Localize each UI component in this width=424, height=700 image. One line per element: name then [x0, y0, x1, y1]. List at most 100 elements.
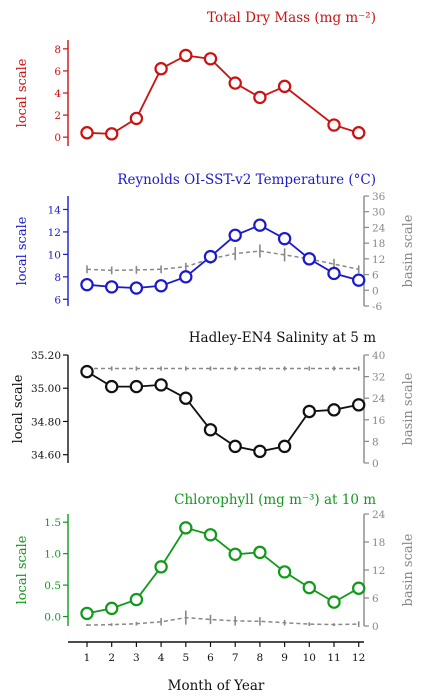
right-tick-label: 12 — [372, 565, 385, 577]
data-point — [154, 279, 168, 293]
data-point — [179, 391, 193, 405]
data-point — [129, 379, 144, 394]
left-tick-label: 35.20 — [31, 350, 61, 362]
data-point — [327, 266, 341, 281]
right-tick-label: 36 — [372, 191, 386, 203]
data-point — [179, 521, 193, 535]
x-tick-label: 4 — [158, 652, 165, 664]
x-axis-label: Month of Year — [168, 678, 265, 694]
x-tick-label: 9 — [281, 652, 288, 664]
data-point — [352, 273, 366, 287]
x-tick-label: 8 — [257, 652, 264, 664]
series-line — [86, 370, 359, 453]
x-tick-label: 6 — [207, 652, 214, 664]
x-tick-label: 5 — [182, 652, 189, 664]
data-point — [253, 545, 267, 560]
x-tick-label: 10 — [303, 652, 316, 664]
data-point — [302, 404, 316, 419]
left-tick-label: 34.80 — [31, 416, 61, 428]
right-tick-label: 24 — [372, 222, 386, 234]
data-point — [352, 398, 366, 412]
data-point — [228, 76, 242, 90]
x-tick-label: 3 — [133, 652, 140, 664]
data-point — [203, 249, 218, 264]
right-tick-label: 8 — [372, 436, 379, 448]
data-point — [352, 581, 366, 595]
left-tick-label: 1.5 — [44, 517, 61, 529]
data-point — [327, 595, 341, 609]
data-point — [327, 403, 341, 417]
data-point — [302, 252, 316, 266]
left-tick-label: 10 — [48, 249, 61, 261]
panel-2: Reynolds OI-SST-v2 Temperature (°C) 6 8 10 1… — [15, 172, 416, 313]
left-tick-label: 0.5 — [44, 580, 61, 592]
right-tick-label: 40 — [372, 350, 385, 362]
left-tick-label: 8 — [54, 272, 61, 284]
right-tick-label: 6 — [372, 593, 379, 605]
left-axis-label: local scale — [15, 535, 30, 604]
left-tick-label: 35.00 — [31, 383, 61, 395]
left-axis-label: local scale — [11, 374, 26, 443]
data-point — [327, 118, 341, 132]
data-point — [203, 423, 218, 437]
right-tick-label: 32 — [372, 372, 385, 384]
data-point — [129, 281, 144, 295]
basin-series-line — [86, 250, 359, 272]
left-tick-label: 8 — [54, 44, 61, 56]
right-axis-label: basin scale — [401, 372, 416, 445]
basin-series-line — [86, 616, 359, 626]
right-tick-label: 0 — [372, 285, 379, 297]
data-point — [253, 444, 267, 459]
right-axis-label: basin scale — [401, 214, 416, 287]
left-tick-label: 0 — [54, 132, 61, 144]
x-tick-label: 11 — [327, 652, 340, 664]
data-point — [104, 127, 119, 141]
data-point — [277, 79, 292, 94]
left-tick-label: 12 — [48, 227, 61, 239]
right-tick-label: 6 — [372, 270, 379, 282]
left-tick-label: 1.0 — [44, 549, 61, 561]
data-point — [154, 560, 168, 574]
data-point — [80, 606, 94, 621]
data-point — [352, 126, 366, 140]
data-point — [80, 277, 94, 292]
series-line — [86, 224, 359, 289]
x-tick-label: 1 — [84, 652, 91, 664]
data-point — [277, 439, 292, 454]
right-tick-label: 0 — [372, 621, 379, 633]
data-point — [80, 126, 94, 140]
left-tick-label: 4 — [54, 88, 61, 100]
data-point — [302, 580, 316, 595]
panel-title: Hadley-EN4 Salinity at 5 m — [189, 330, 376, 346]
left-tick-label: 34.60 — [31, 450, 61, 462]
data-point — [104, 280, 119, 294]
data-point — [104, 601, 119, 616]
right-axis-label: basin scale — [401, 533, 416, 606]
right-tick-label: 12 — [372, 254, 385, 266]
right-tick-label: 18 — [372, 537, 385, 549]
left-tick-label: 6 — [54, 66, 61, 78]
right-tick-label: 0 — [372, 458, 379, 470]
right-tick-label: 18 — [372, 238, 385, 250]
data-point — [154, 378, 168, 392]
data-point — [104, 379, 119, 394]
left-tick-label: 6 — [54, 294, 61, 306]
right-tick-label: 30 — [372, 207, 385, 219]
panel-title: Total Dry Mass (mg m⁻²) — [207, 10, 376, 26]
left-tick-label: 2 — [54, 110, 61, 122]
series-line — [86, 526, 360, 615]
panel-3: Hadley-EN4 Salinity at 5 m 34.60 34.80 35.0… — [11, 330, 416, 470]
data-point — [253, 218, 267, 232]
data-point — [228, 228, 242, 242]
right-tick-label: 16 — [372, 415, 386, 427]
data-point — [277, 565, 292, 579]
panel-1: Total Dry Mass (mg m⁻²) 0 2 4 6 8 local scale — [15, 10, 376, 146]
left-tick-label: 0.0 — [44, 612, 61, 624]
left-tick-label: 14 — [48, 204, 62, 216]
data-point — [129, 592, 144, 607]
series-line — [86, 54, 359, 135]
x-tick-label: 7 — [232, 652, 239, 664]
data-point — [277, 231, 292, 246]
